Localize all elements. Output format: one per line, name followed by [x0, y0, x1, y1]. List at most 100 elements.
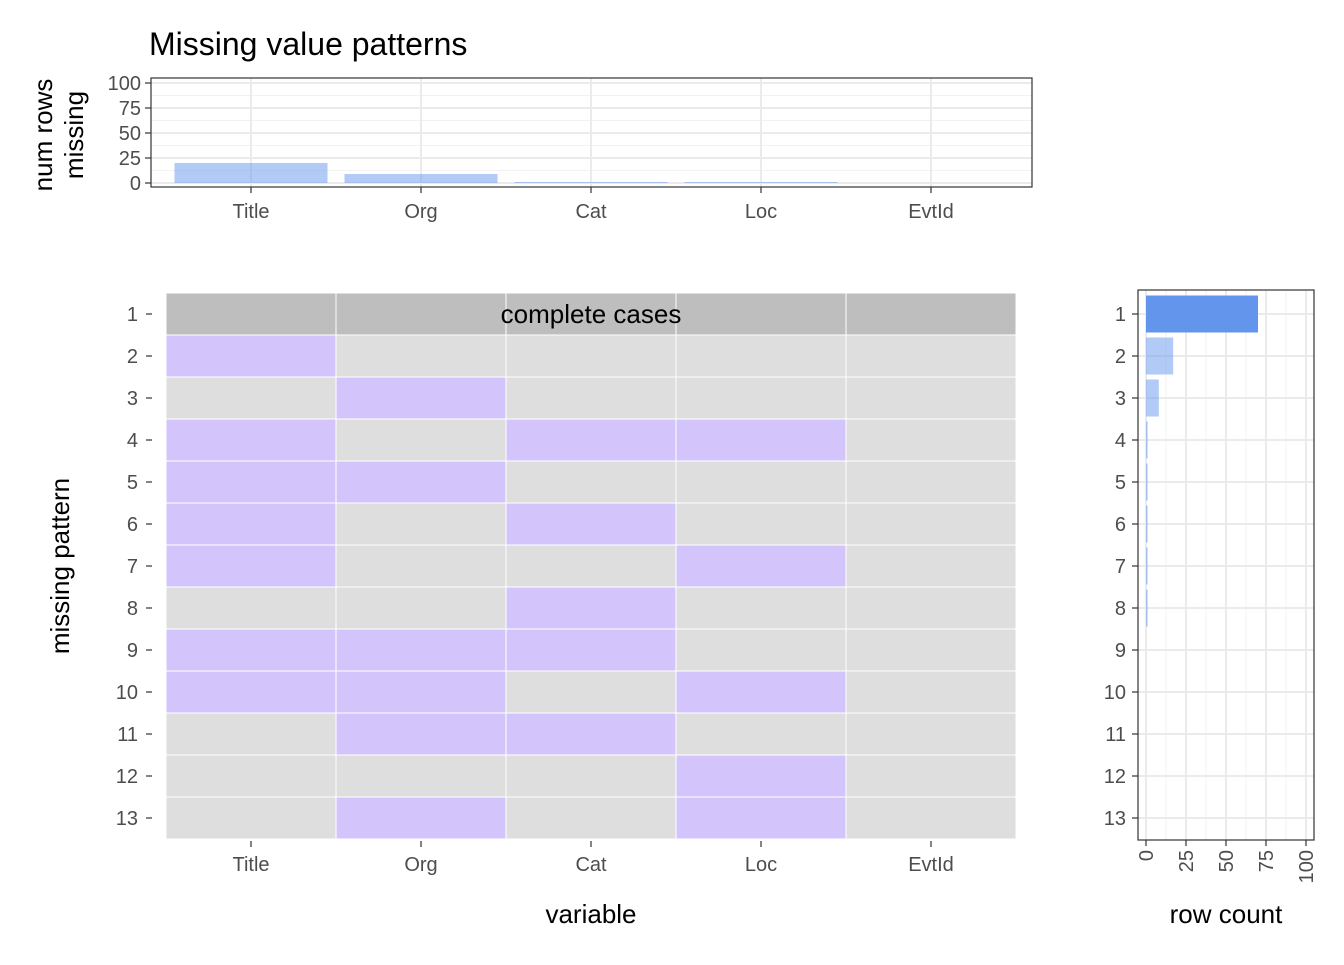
pattern-cell-1-cat: [505, 292, 677, 336]
pattern-y-tick-label-11: 11: [117, 724, 138, 746]
pattern-cell-6-loc: [675, 502, 847, 546]
y-axis-title: missing pattern: [45, 478, 75, 654]
pattern-cell-7-org: [335, 544, 507, 588]
row-count-bar-4: [1146, 421, 1148, 459]
pattern-cell-9-loc: [675, 628, 847, 672]
row-y-tick-label-12: 12: [1104, 766, 1126, 788]
pattern-cell-11-org: [335, 712, 507, 756]
top-bar-panel: 0 25 50 75 100 Title Org Cat Loc EvtId num rowsmis…: [28, 73, 1033, 223]
pattern-cell-3-title: [165, 376, 337, 420]
pattern-cell-10-cat: [505, 670, 677, 714]
pattern-cell-5-org: [335, 460, 507, 504]
row-y-tick-label-1: 1: [1115, 304, 1126, 326]
pattern-y-tick-label-2: 2: [127, 346, 138, 368]
row-y-tick-label-2: 2: [1115, 346, 1126, 368]
top-x-tick-label-title: Title: [232, 201, 269, 223]
pattern-cell-13-evtid: [845, 796, 1017, 840]
pattern-cell-4-title: [165, 418, 337, 462]
pattern-cell-7-evtid: [845, 544, 1017, 588]
x-axis-title: variable: [545, 899, 636, 929]
pattern-y-tick-label-6: 6: [127, 514, 138, 536]
top-y-tick-label: 100: [108, 73, 141, 95]
row-x-tick-label: 0: [1136, 850, 1158, 861]
pattern-y-tick-label-10: 10: [116, 682, 138, 704]
pattern-cell-6-cat: [505, 502, 677, 546]
pattern-x-tick-label-loc: Loc: [745, 854, 777, 876]
top-x-tick-label-evtid: EvtId: [908, 201, 954, 223]
row-y-tick-label-6: 6: [1115, 514, 1126, 536]
pattern-cell-5-cat: [505, 460, 677, 504]
pattern-cell-12-title: [165, 754, 337, 798]
top-x-tick-label-org: Org: [404, 201, 437, 223]
pattern-cell-5-title: [165, 460, 337, 504]
pattern-y-tick-label-3: 3: [127, 388, 138, 410]
row-y-tick-label-4: 4: [1115, 430, 1126, 452]
top-y-tick-label: 75: [119, 98, 141, 120]
pattern-cell-6-title: [165, 502, 337, 546]
row-count-bar-5: [1146, 463, 1148, 501]
pattern-y-tick-label-8: 8: [127, 598, 138, 620]
pattern-cell-10-title: [165, 670, 337, 714]
row-count-bar-6: [1146, 505, 1148, 543]
missing-count-bar-org: [344, 174, 498, 183]
row-y-tick-label-5: 5: [1115, 472, 1126, 494]
pattern-cell-9-evtid: [845, 628, 1017, 672]
missing-count-bar-loc: [684, 182, 838, 183]
pattern-y-tick-label-1: 1: [127, 304, 138, 326]
pattern-cell-13-loc: [675, 796, 847, 840]
pattern-cell-11-evtid: [845, 712, 1017, 756]
pattern-cell-5-evtid: [845, 460, 1017, 504]
pattern-cell-8-loc: [675, 586, 847, 630]
top-x-tick-label-loc: Loc: [745, 201, 777, 223]
top-y-tick-label: 50: [119, 123, 141, 145]
pattern-cell-13-cat: [505, 796, 677, 840]
pattern-cell-7-cat: [505, 544, 677, 588]
pattern-cell-5-loc: [675, 460, 847, 504]
missing-count-bar-cat: [514, 182, 668, 183]
row-x-tick-label: 25: [1176, 850, 1198, 872]
pattern-cell-8-title: [165, 586, 337, 630]
pattern-cell-2-org: [335, 334, 507, 378]
row-y-tick-label-11: 11: [1105, 724, 1126, 746]
row-y-tick-label-8: 8: [1115, 598, 1126, 620]
row-count-bar-7: [1146, 547, 1148, 585]
pattern-cell-2-evtid: [845, 334, 1017, 378]
pattern-cell-4-org: [335, 418, 507, 462]
row-x-tick-label: 50: [1216, 850, 1238, 872]
pattern-cell-1-org: [335, 292, 507, 336]
pattern-x-tick-label-title: Title: [232, 854, 269, 876]
pattern-cell-7-loc: [675, 544, 847, 588]
pattern-y-tick-label-4: 4: [127, 430, 138, 452]
pattern-cell-1-evtid: [845, 292, 1017, 336]
row-count-bar-2: [1146, 337, 1174, 375]
top-y-tick-label: 0: [130, 173, 141, 195]
pattern-cell-6-org: [335, 502, 507, 546]
pattern-cell-2-title: [165, 334, 337, 378]
pattern-cell-3-cat: [505, 376, 677, 420]
pattern-cell-10-evtid: [845, 670, 1017, 714]
missing-count-bar-title: [174, 163, 328, 183]
pattern-cell-4-loc: [675, 418, 847, 462]
pattern-cell-8-evtid: [845, 586, 1017, 630]
row-count-axis-title: row count: [1170, 899, 1283, 929]
pattern-x-tick-label-evtid: EvtId: [908, 854, 954, 876]
plot-title: Missing value patterns: [149, 26, 467, 62]
pattern-cell-6-evtid: [845, 502, 1017, 546]
pattern-cell-7-title: [165, 544, 337, 588]
pattern-cell-2-cat: [505, 334, 677, 378]
pattern-y-tick-label-12: 12: [116, 766, 138, 788]
pattern-y-tick-label-5: 5: [127, 472, 138, 494]
pattern-cell-10-org: [335, 670, 507, 714]
pattern-cell-9-org: [335, 628, 507, 672]
pattern-cell-12-loc: [675, 754, 847, 798]
row-count-bar-8: [1146, 589, 1148, 627]
pattern-cell-12-evtid: [845, 754, 1017, 798]
pattern-cell-3-org: [335, 376, 507, 420]
pattern-cell-9-title: [165, 628, 337, 672]
pattern-cell-11-loc: [675, 712, 847, 756]
pattern-cell-9-cat: [505, 628, 677, 672]
